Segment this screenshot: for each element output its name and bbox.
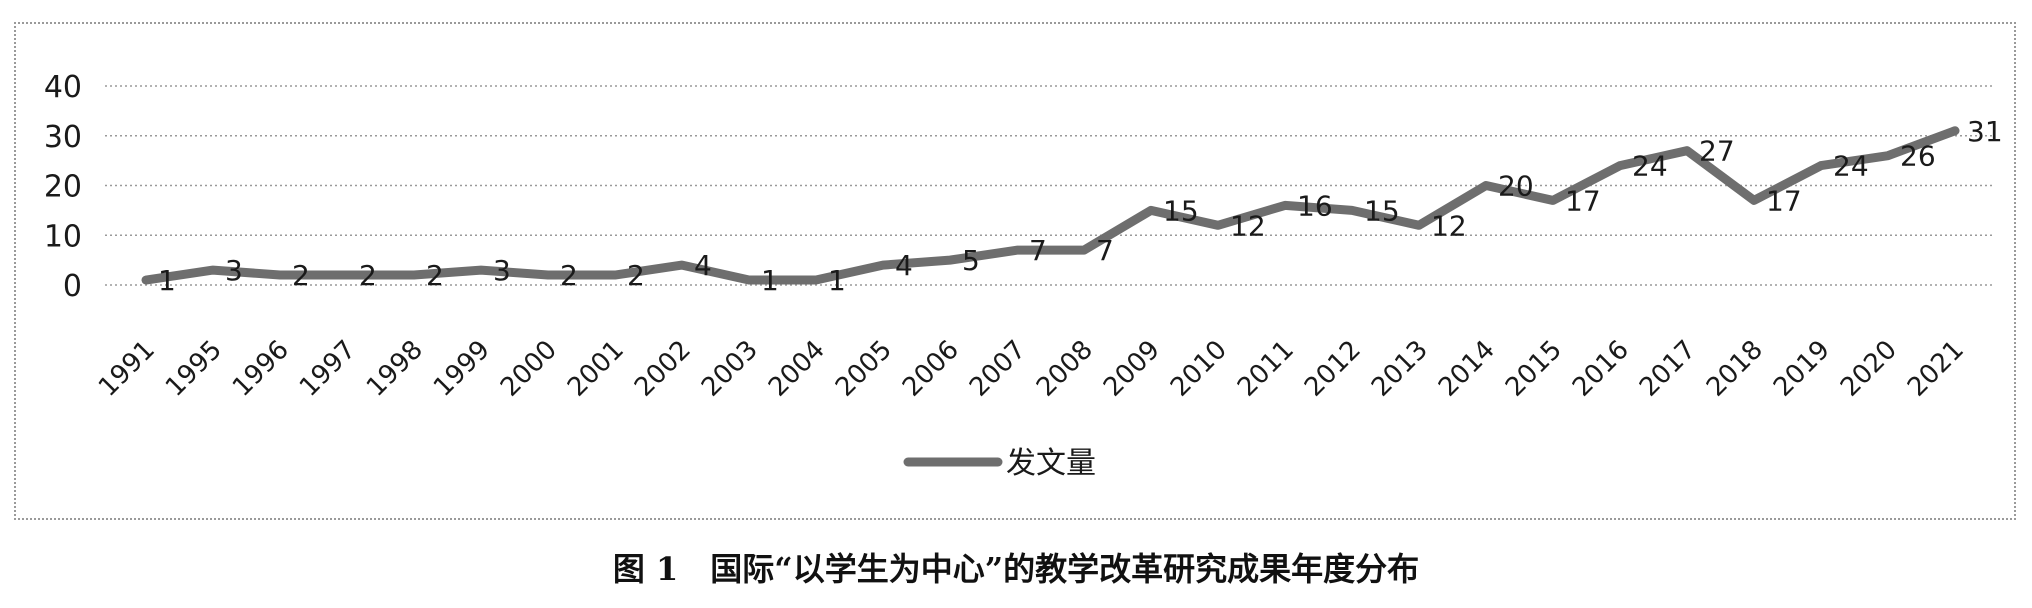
data-label: 2	[292, 259, 310, 292]
x-tick-label: 2009	[1098, 335, 1166, 403]
data-point	[1752, 198, 1756, 203]
data-label: 24	[1632, 150, 1668, 183]
data-label: 4	[895, 249, 913, 282]
figure-caption: 图 1 国际“以学生为中心”的教学改革研究成果年度分布	[612, 550, 1420, 588]
x-tick-label: 2007	[964, 335, 1032, 403]
y-tick-label: 0	[63, 269, 82, 304]
data-point	[1082, 248, 1086, 253]
data-label: 5	[962, 244, 980, 277]
data-label: 2	[359, 259, 377, 292]
data-point	[211, 268, 215, 273]
chart-frame	[14, 22, 2016, 520]
data-label: 7	[1096, 234, 1114, 267]
x-tick-label: 1991	[93, 335, 161, 403]
data-point	[948, 258, 952, 263]
data-label: 4	[694, 249, 712, 282]
data-label: 1	[828, 264, 846, 297]
data-point	[814, 278, 818, 283]
data-label: 7	[1029, 234, 1047, 267]
x-tick-label: 1996	[227, 335, 295, 403]
data-point	[1484, 183, 1488, 188]
data-point	[881, 263, 885, 268]
data-point	[345, 273, 349, 278]
data-label: 17	[1565, 184, 1601, 217]
data-point	[1953, 128, 1957, 133]
data-label: 15	[1364, 194, 1400, 227]
x-tick-label: 2019	[1768, 335, 1836, 403]
x-tick-label: 2017	[1634, 335, 1702, 403]
data-label: 24	[1833, 150, 1869, 183]
data-label: 2	[426, 259, 444, 292]
legend-label: 发文量	[1006, 446, 1096, 481]
data-point	[1283, 203, 1287, 208]
data-point	[1618, 163, 1622, 168]
y-tick-label: 20	[44, 170, 82, 205]
x-tick-label: 2005	[830, 335, 898, 403]
x-tick-label: 2018	[1701, 335, 1769, 403]
data-label: 3	[493, 254, 511, 287]
x-tick-label: 1997	[294, 335, 362, 403]
data-label: 17	[1766, 184, 1802, 217]
data-point	[613, 273, 617, 278]
x-tick-label: 2004	[763, 335, 831, 403]
x-tick-label: 2001	[562, 335, 630, 403]
data-label: 20	[1498, 170, 1534, 203]
x-tick-label: 2012	[1299, 335, 1367, 403]
data-point	[546, 273, 550, 278]
data-point	[1685, 148, 1689, 153]
y-tick-label: 30	[44, 120, 82, 155]
data-label: 1	[158, 264, 176, 297]
data-point	[1886, 153, 1890, 158]
x-tick-label: 1998	[361, 335, 429, 403]
y-tick-label: 40	[44, 70, 82, 105]
x-tick-label: 2016	[1567, 335, 1635, 403]
data-label: 12	[1431, 209, 1467, 242]
data-label: 15	[1163, 194, 1199, 227]
x-tick-label: 2021	[1902, 335, 1970, 403]
data-label: 16	[1297, 189, 1333, 222]
data-point	[1350, 208, 1354, 213]
x-tick-label: 2008	[1031, 335, 1099, 403]
series-line-发文量	[141, 126, 1960, 285]
x-tick-label: 2006	[897, 335, 965, 403]
x-tick-label: 2011	[1232, 335, 1300, 403]
x-tick-label: 2002	[629, 335, 697, 403]
data-label: 3	[225, 254, 243, 287]
x-tick-label: 2013	[1366, 335, 1434, 403]
y-tick-label: 10	[44, 219, 82, 254]
data-point	[412, 273, 416, 278]
line-chart: 0102030401991199519961997199819992000200…	[44, 70, 2003, 481]
data-point	[1149, 208, 1153, 213]
data-point	[1417, 223, 1421, 228]
data-point	[1015, 248, 1019, 253]
x-tick-label: 1999	[428, 335, 496, 403]
x-tick-label: 2010	[1165, 335, 1233, 403]
data-point	[144, 278, 148, 283]
x-tick-label: 2015	[1500, 335, 1568, 403]
x-tick-label: 2020	[1835, 335, 1903, 403]
data-point	[1819, 163, 1823, 168]
data-label: 31	[1967, 115, 2003, 148]
data-label: 12	[1230, 209, 1266, 242]
data-point	[1551, 198, 1555, 203]
data-label: 1	[761, 264, 779, 297]
x-tick-label: 2003	[696, 335, 764, 403]
data-point	[747, 278, 751, 283]
x-tick-label: 2000	[495, 335, 563, 403]
data-point	[680, 263, 684, 268]
data-point	[278, 273, 282, 278]
data-label: 2	[560, 259, 578, 292]
data-point	[479, 268, 483, 273]
x-tick-label: 2014	[1433, 335, 1501, 403]
data-point	[1216, 223, 1220, 228]
data-label: 2	[627, 259, 645, 292]
x-tick-label: 1995	[160, 335, 228, 403]
data-label: 26	[1900, 140, 1936, 173]
data-label: 27	[1699, 135, 1735, 168]
